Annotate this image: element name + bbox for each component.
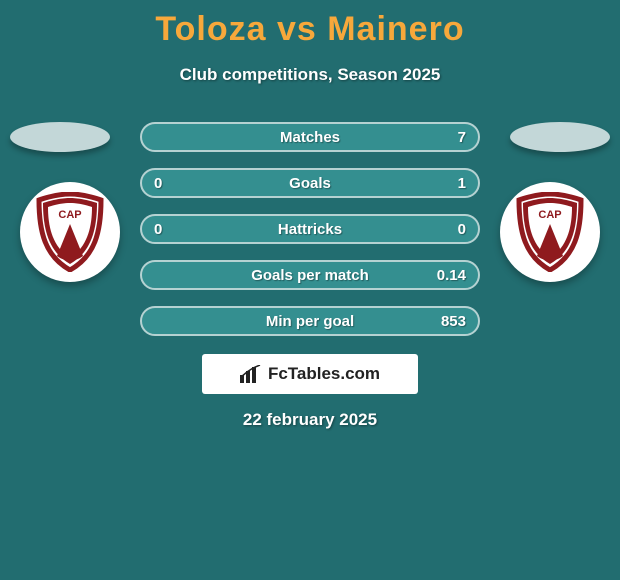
club-badge-left: CAP <box>20 182 120 282</box>
stat-row: 0 Goals 1 <box>140 168 480 198</box>
stat-label: Goals <box>289 175 331 192</box>
stat-left-value: 0 <box>154 175 162 192</box>
player-oval-left <box>10 122 110 152</box>
stat-right-value: 0 <box>458 221 466 238</box>
stat-label: Matches <box>280 129 340 146</box>
stat-right-value: 0.14 <box>437 267 466 284</box>
subtitle: Club competitions, Season 2025 <box>0 65 620 85</box>
badge-label: CAP <box>58 209 81 221</box>
stat-label: Goals per match <box>251 267 369 284</box>
page-title: Toloza vs Mainero <box>0 10 620 49</box>
shield-icon: CAP <box>35 192 105 272</box>
player-oval-right <box>510 122 610 152</box>
bars-icon <box>240 365 262 383</box>
date-text: 22 february 2025 <box>0 410 620 430</box>
brand-text: FcTables.com <box>268 364 380 384</box>
stat-label: Min per goal <box>266 313 354 330</box>
club-badge-right: CAP <box>500 182 600 282</box>
stat-row: 0 Hattricks 0 <box>140 214 480 244</box>
stat-label: Hattricks <box>278 221 342 238</box>
stats-rows: Matches 7 0 Goals 1 0 Hattricks 0 Goals per matc… <box>140 122 480 352</box>
stat-row: Matches 7 <box>140 122 480 152</box>
stat-right-value: 7 <box>458 129 466 146</box>
stat-right-value: 1 <box>458 175 466 192</box>
badge-label: CAP <box>538 209 561 221</box>
shield-icon: CAP <box>515 192 585 272</box>
brand-box: FcTables.com <box>202 354 418 394</box>
stat-right-value: 853 <box>441 313 466 330</box>
stat-row: Min per goal 853 <box>140 306 480 336</box>
stat-row: Goals per match 0.14 <box>140 260 480 290</box>
stat-left-value: 0 <box>154 221 162 238</box>
